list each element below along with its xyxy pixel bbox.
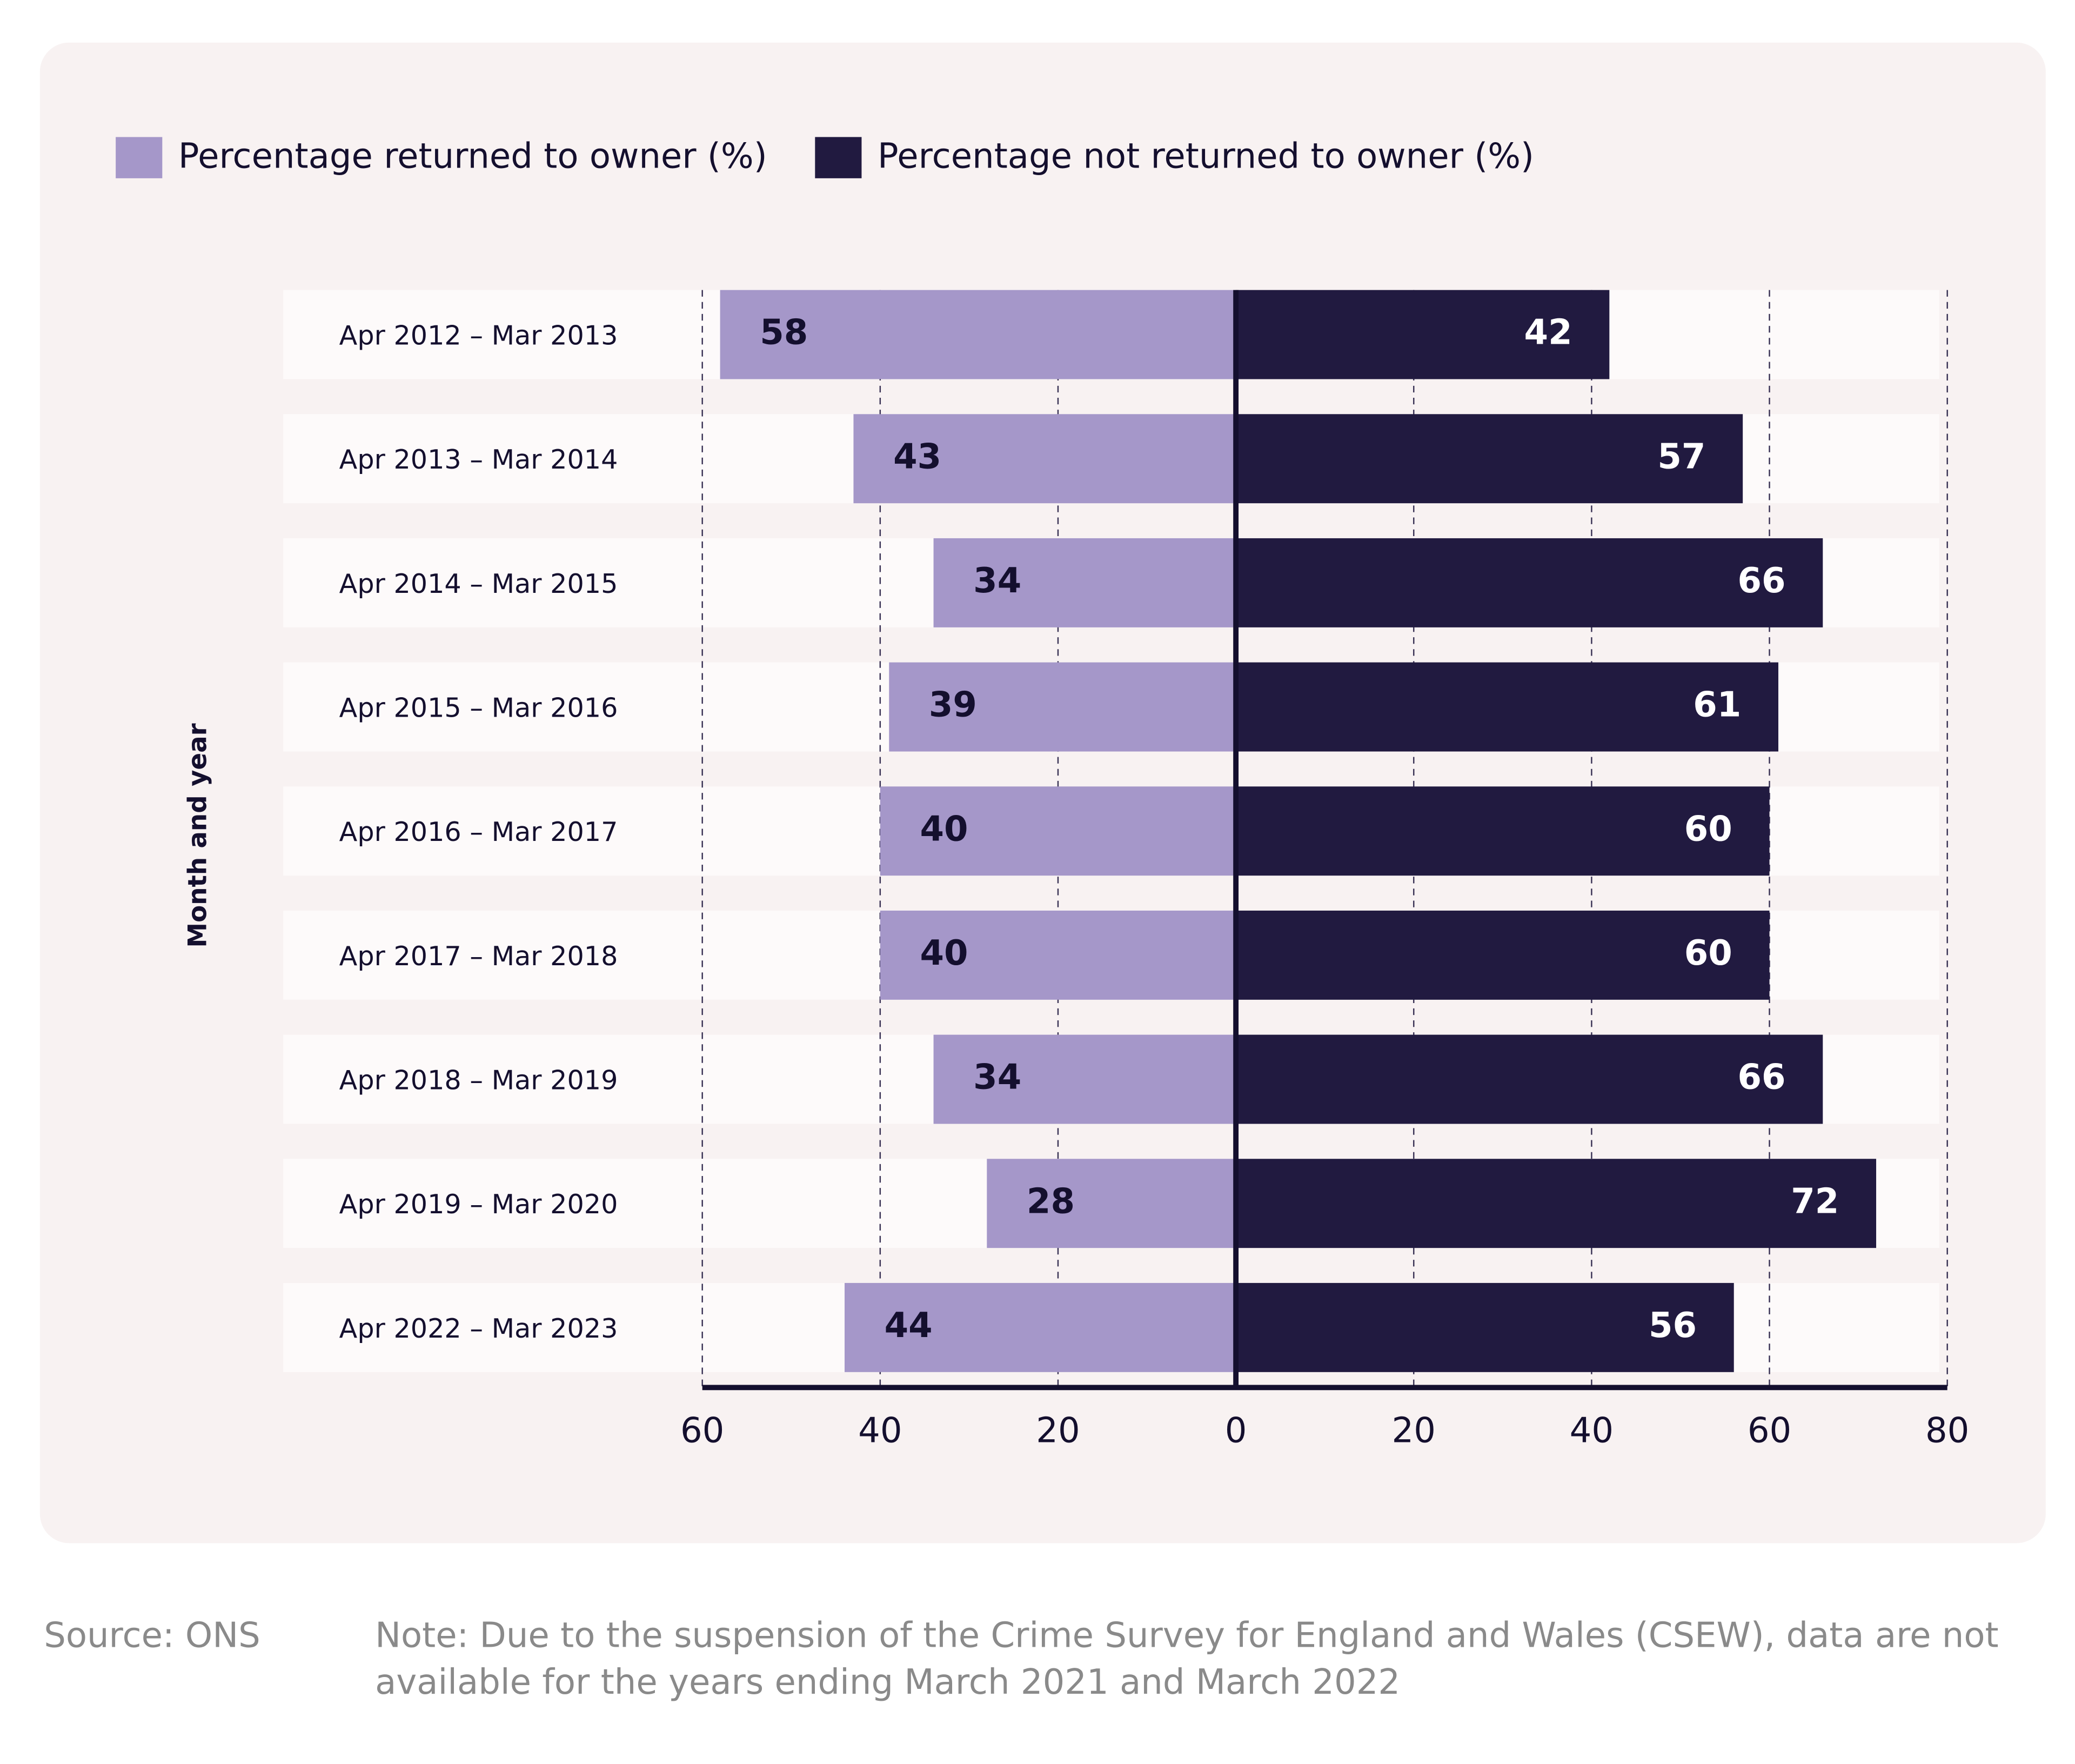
- category-label: Apr 2013 – Mar 2014: [339, 444, 618, 475]
- bar: [720, 290, 1236, 379]
- value-label: 60: [1684, 809, 1732, 849]
- bar: [1236, 414, 1743, 504]
- bar: [853, 414, 1236, 504]
- value-label: 60: [1684, 933, 1732, 973]
- value-label: 28: [1027, 1181, 1075, 1221]
- bar: [1236, 1282, 1734, 1372]
- legend-label: Percentage returned to owner (%): [178, 137, 767, 177]
- category-label: Apr 2012 – Mar 2013: [339, 319, 618, 351]
- y-axis-label: Month and year: [184, 723, 213, 947]
- bar: [1236, 662, 1779, 752]
- bar: [933, 538, 1236, 627]
- value-label: 34: [973, 1058, 1021, 1098]
- bar: [933, 1034, 1236, 1124]
- bar: [1236, 786, 1770, 876]
- x-tick-label: 40: [858, 1411, 902, 1451]
- value-label: 61: [1693, 685, 1741, 725]
- value-label: 34: [973, 561, 1021, 601]
- value-label: 66: [1738, 561, 1786, 601]
- value-label: 39: [929, 685, 977, 725]
- legend-label: Percentage not returned to owner (%): [878, 137, 1534, 177]
- category-label: Apr 2022 – Mar 2023: [339, 1313, 618, 1344]
- value-label: 56: [1649, 1306, 1697, 1346]
- value-label: 66: [1738, 1058, 1786, 1098]
- category-label: Apr 2016 – Mar 2017: [339, 816, 618, 847]
- x-tick-label: 60: [1748, 1411, 1791, 1451]
- value-label: 57: [1657, 437, 1705, 477]
- value-label: 43: [893, 437, 941, 477]
- legend-swatch: [116, 137, 163, 178]
- bar: [987, 1159, 1236, 1248]
- value-label: 44: [885, 1306, 933, 1346]
- bar: [1236, 290, 1610, 379]
- value-label: 58: [760, 313, 808, 353]
- value-label: 72: [1791, 1181, 1839, 1221]
- x-tick-label: 80: [1925, 1411, 1969, 1451]
- legend-swatch: [815, 137, 862, 178]
- x-tick-label: 20: [1036, 1411, 1080, 1451]
- category-label: Apr 2017 – Mar 2018: [339, 940, 618, 972]
- x-tick-label: 0: [1225, 1411, 1247, 1451]
- bar: [845, 1282, 1236, 1372]
- x-tick-label: 60: [680, 1411, 724, 1451]
- note-line: available for the years ending March 202…: [375, 1662, 1400, 1702]
- bar: [880, 910, 1236, 1000]
- bar: [1236, 910, 1770, 1000]
- bar: [1236, 538, 1823, 627]
- value-label: 40: [920, 933, 968, 973]
- x-tick-label: 20: [1392, 1411, 1436, 1451]
- x-tick-label: 40: [1570, 1411, 1614, 1451]
- bar: [1236, 1034, 1823, 1124]
- category-label: Apr 2018 – Mar 2019: [339, 1064, 618, 1095]
- category-label: Apr 2015 – Mar 2016: [339, 692, 618, 723]
- source: Source: ONS: [44, 1616, 260, 1656]
- bar: [1236, 1159, 1877, 1248]
- category-label: Apr 2019 – Mar 2020: [339, 1188, 618, 1220]
- value-label: 42: [1524, 313, 1572, 353]
- bar: [889, 662, 1236, 752]
- value-label: 40: [920, 809, 968, 849]
- category-label: Apr 2014 – Mar 2015: [339, 568, 618, 599]
- note-line: Note: Due to the suspension of the Crime…: [375, 1616, 1998, 1656]
- bar: [880, 786, 1236, 876]
